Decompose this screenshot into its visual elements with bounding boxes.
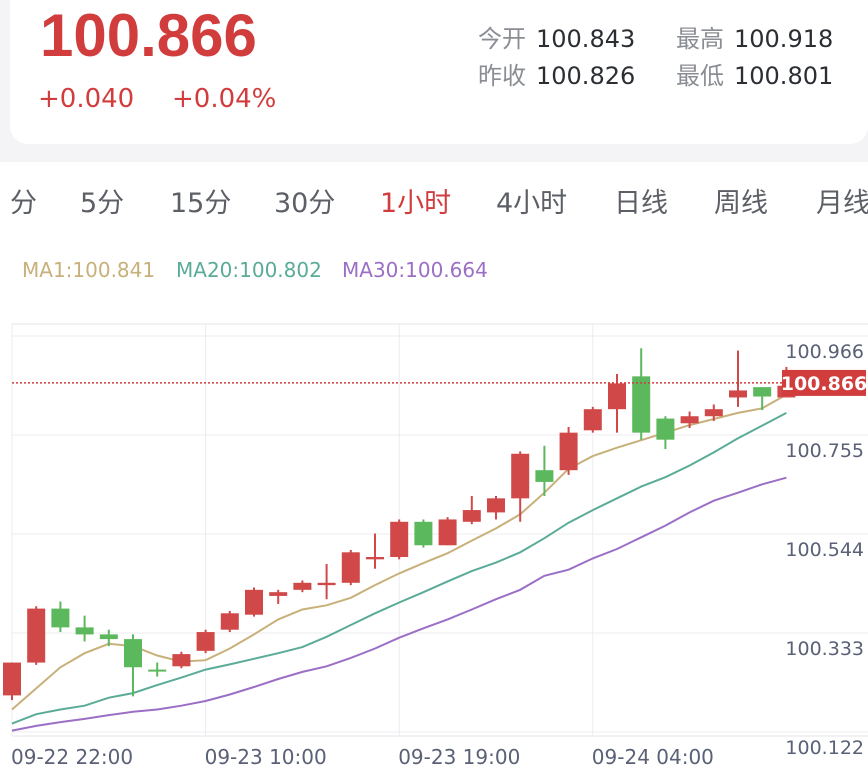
candle-body [293, 582, 312, 590]
candle-body [148, 669, 167, 672]
open-label: 今开 [478, 25, 526, 53]
candle-body [487, 498, 505, 513]
candle-body [608, 383, 626, 410]
candle-body [172, 654, 191, 667]
candle-body [27, 608, 46, 663]
ma20-legend: MA20:100.802 [176, 258, 322, 282]
open-stat: 今开 100.843 [478, 24, 635, 54]
tab-5min[interactable]: 5分 [80, 188, 125, 219]
x-tick-label: 09-23 19:00 [398, 745, 520, 769]
current-price-tag [782, 369, 866, 396]
chart-panel: 分 5分 15分 30分 1小时 4小时 日线 周线 月线 [0, 162, 868, 780]
candle-body [220, 613, 239, 630]
low-value: 100.801 [734, 62, 834, 90]
prev-close-value: 100.826 [536, 62, 636, 90]
change-value: +0.040 [38, 84, 135, 114]
candle-body [124, 639, 142, 668]
y-tick-label: 100.544 [785, 539, 864, 561]
last-price: 100.866 [40, 2, 257, 69]
candle-body [462, 510, 481, 522]
candle-body [632, 376, 651, 433]
tab-30min[interactable]: 30分 [274, 188, 336, 219]
candle-body [269, 592, 288, 596]
quote-card: 100.866 +0.040 +0.04% 今开 100.843 最高 100.91… [10, 0, 868, 144]
candle-body [245, 589, 263, 615]
ma1-legend: MA1:100.841 [22, 258, 156, 282]
candle-body [75, 627, 94, 635]
y-tick-label: 100.966 [785, 341, 864, 363]
candle-body [680, 416, 699, 424]
candle-body [583, 409, 602, 431]
prev-close-stat: 昨收 100.826 [478, 61, 635, 91]
x-tick-label: 09-24 04:00 [592, 745, 714, 769]
current-price-label: 100.866 [781, 373, 868, 395]
high-value: 100.918 [734, 25, 834, 53]
candle-body [704, 409, 723, 417]
high-label: 最高 [676, 25, 724, 53]
x-tick-label: 09-23 10:00 [205, 745, 327, 769]
candle-body [511, 453, 530, 499]
prev-close-label: 昨收 [478, 62, 526, 90]
y-tick-label: 100.122 [785, 737, 864, 759]
series-line-ma30 [11, 476, 787, 732]
candle-body [414, 521, 433, 546]
tab-15min[interactable]: 15分 [170, 188, 232, 219]
tab-4hour[interactable]: 4小时 [496, 188, 568, 219]
candle-body [656, 418, 675, 440]
candle-body [196, 632, 215, 651]
candle-body [535, 470, 554, 482]
open-value: 100.843 [536, 25, 636, 53]
tab-daily[interactable]: 日线 [614, 188, 668, 219]
candle-body [366, 556, 384, 560]
change-percent: +0.04% [172, 84, 277, 114]
low-label: 最低 [676, 62, 724, 90]
candle-body [438, 519, 457, 546]
candle-body [3, 662, 21, 696]
candle-body [317, 582, 336, 586]
candle-body [341, 552, 360, 583]
ma30-legend: MA30:100.664 [342, 258, 488, 282]
candle-body [390, 521, 409, 557]
y-tick-label: 100.333 [785, 638, 864, 660]
candle-body [51, 608, 70, 628]
tab-1hour[interactable]: 1小时 [380, 188, 452, 219]
candle-body [729, 390, 747, 398]
high-stat: 最高 100.918 [676, 24, 833, 54]
tab-monthly[interactable]: 月线 [816, 188, 868, 219]
low-stat: 最低 100.801 [676, 61, 833, 91]
tab-minute[interactable]: 分 [10, 188, 37, 219]
series-line-ma20 [11, 412, 787, 725]
candlestick-chart: 100.966 100.755 100.544 100.333 100.122 09-22… [3, 323, 868, 769]
candle-body [559, 432, 578, 471]
x-tick-label: 09-22 22:00 [11, 745, 133, 769]
y-tick-label: 100.755 [785, 440, 864, 462]
candle-body [753, 387, 772, 397]
candle-body [99, 634, 118, 640]
tab-weekly[interactable]: 周线 [714, 188, 768, 219]
